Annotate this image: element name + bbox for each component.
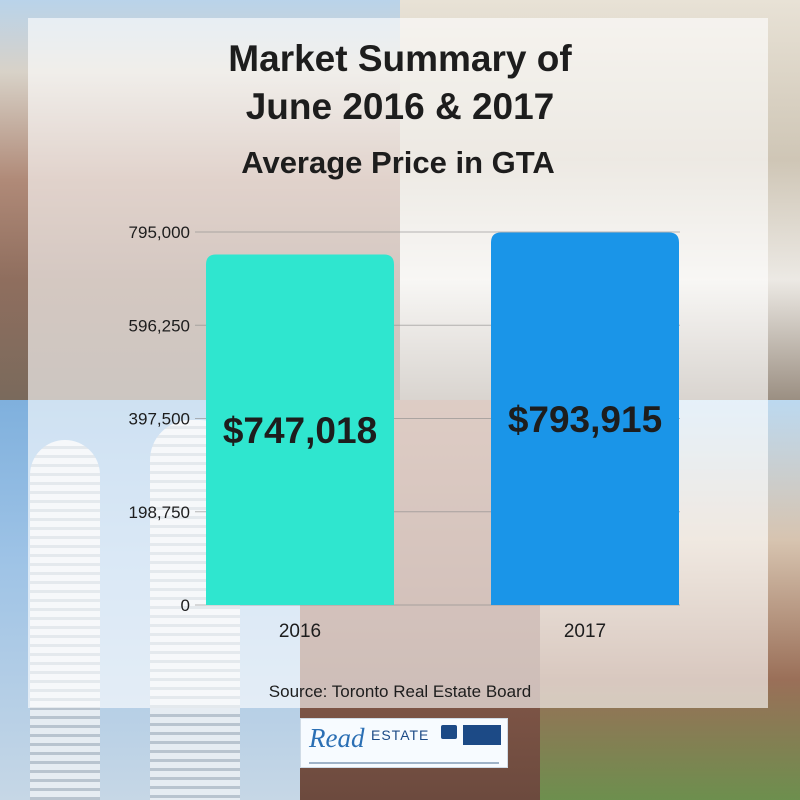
x-category-label: 2016 [279, 621, 321, 642]
read-estate-logo: Read ESTATE [300, 718, 508, 768]
x-category-label: 2017 [564, 621, 606, 642]
title-line-1: Market Summary of [228, 38, 572, 79]
source-note: Source: Toronto Real Estate Board [268, 682, 532, 701]
title-line-2: June 2016 & 2017 [245, 86, 555, 127]
logo-strip [309, 762, 499, 764]
logo-brand-text: Read [309, 723, 365, 753]
brokerage-badge-icon [463, 725, 501, 745]
y-tick-label: 596,250 [129, 316, 190, 335]
logo-estate-text: ESTATE [371, 727, 430, 743]
y-tick-label: 198,750 [129, 503, 190, 522]
data-label-2017: $793,915 [508, 399, 662, 440]
bar-2017 [491, 232, 679, 605]
y-tick-label: 795,000 [129, 223, 190, 242]
title-line-3: Average Price in GTA [241, 145, 555, 180]
house-icon [441, 725, 457, 739]
y-tick-label: 0 [181, 596, 190, 615]
bar-2016 [206, 254, 394, 605]
y-tick-label: 397,500 [129, 410, 190, 429]
data-label-2016: $747,018 [223, 410, 377, 451]
